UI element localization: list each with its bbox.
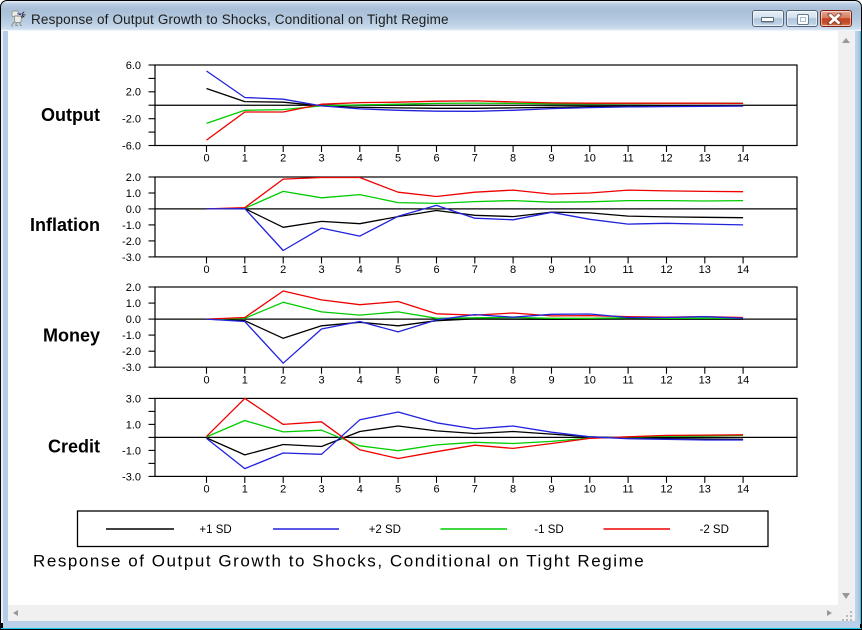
- svg-text:1: 1: [242, 374, 248, 386]
- svg-text:11: 11: [622, 374, 633, 386]
- svg-text:3.0: 3.0: [126, 393, 141, 405]
- svg-text:2.0: 2.0: [126, 282, 141, 294]
- svg-text:8: 8: [510, 264, 516, 276]
- svg-text:5: 5: [395, 484, 401, 496]
- svg-text:11: 11: [622, 264, 633, 276]
- svg-text:+2 SD: +2 SD: [369, 524, 401, 536]
- svg-text:2.0: 2.0: [126, 172, 141, 184]
- svg-text:-2 SD: -2 SD: [700, 524, 729, 536]
- svg-text:9: 9: [548, 374, 554, 386]
- svg-text:8: 8: [510, 484, 516, 496]
- svg-text:3: 3: [318, 484, 324, 496]
- svg-text:4: 4: [357, 374, 363, 386]
- svg-text:8: 8: [510, 374, 516, 386]
- svg-text:11: 11: [622, 484, 633, 496]
- svg-text:3: 3: [318, 153, 324, 165]
- svg-text:0: 0: [203, 153, 209, 165]
- svg-text:7: 7: [472, 484, 478, 496]
- svg-text:10: 10: [584, 264, 596, 276]
- svg-text:-1.0: -1.0: [122, 220, 141, 232]
- svg-text:13: 13: [699, 374, 711, 386]
- svg-text:9: 9: [548, 153, 554, 165]
- svg-text:1: 1: [242, 484, 248, 496]
- svg-text:13: 13: [699, 153, 711, 165]
- svg-text:2: 2: [280, 374, 286, 386]
- svg-text:8: 8: [510, 153, 516, 165]
- svg-text:+1 SD: +1 SD: [199, 524, 231, 536]
- svg-text:3: 3: [318, 374, 324, 386]
- svg-text:6: 6: [433, 153, 439, 165]
- svg-text:Output: Output: [41, 105, 100, 125]
- svg-text:7: 7: [472, 264, 478, 276]
- svg-text:6: 6: [433, 264, 439, 276]
- svg-text:-3.0: -3.0: [122, 471, 141, 483]
- svg-text:Money: Money: [43, 326, 100, 346]
- svg-text:0.0: 0.0: [126, 204, 141, 216]
- svg-text:2: 2: [280, 153, 286, 165]
- svg-text:14: 14: [737, 264, 749, 276]
- svg-text:14: 14: [737, 374, 749, 386]
- svg-text:13: 13: [699, 484, 711, 496]
- svg-text:-2.0: -2.0: [122, 114, 141, 126]
- svg-text:-1.0: -1.0: [122, 330, 141, 342]
- svg-text:0: 0: [203, 374, 209, 386]
- svg-text:6: 6: [433, 484, 439, 496]
- svg-text:12: 12: [660, 264, 672, 276]
- svg-text:1.0: 1.0: [126, 298, 141, 310]
- svg-text:0: 0: [203, 264, 209, 276]
- svg-text:10: 10: [584, 374, 596, 386]
- svg-text:12: 12: [660, 153, 672, 165]
- svg-text:6: 6: [433, 374, 439, 386]
- svg-text:-3.0: -3.0: [122, 252, 141, 264]
- svg-text:12: 12: [660, 374, 672, 386]
- svg-text:-2.0: -2.0: [122, 236, 141, 248]
- svg-text:6.0: 6.0: [126, 60, 141, 72]
- svg-text:2: 2: [280, 264, 286, 276]
- svg-text:9: 9: [548, 264, 554, 276]
- svg-text:-3.0: -3.0: [122, 362, 141, 374]
- svg-text:1.0: 1.0: [126, 188, 141, 200]
- svg-text:14: 14: [737, 153, 749, 165]
- svg-text:Credit: Credit: [48, 437, 100, 457]
- svg-text:4: 4: [357, 484, 363, 496]
- svg-text:1: 1: [242, 264, 248, 276]
- svg-text:1: 1: [242, 153, 248, 165]
- svg-text:13: 13: [699, 264, 711, 276]
- svg-text:5: 5: [395, 374, 401, 386]
- svg-text:-1 SD: -1 SD: [534, 524, 563, 536]
- svg-text:4: 4: [357, 153, 363, 165]
- svg-text:2: 2: [280, 484, 286, 496]
- svg-text:14: 14: [737, 484, 749, 496]
- svg-text:0: 0: [203, 484, 209, 496]
- svg-text:Response of Output Growth to S: Response of Output Growth to Shocks, Con…: [33, 552, 645, 571]
- svg-text:-1.0: -1.0: [122, 445, 141, 457]
- svg-text:-6.0: -6.0: [122, 140, 141, 152]
- svg-text:10: 10: [584, 153, 596, 165]
- svg-text:0.0: 0.0: [126, 314, 141, 326]
- svg-text:10: 10: [584, 484, 596, 496]
- svg-text:1.0: 1.0: [126, 419, 141, 431]
- svg-text:12: 12: [660, 484, 672, 496]
- svg-text:9: 9: [548, 484, 554, 496]
- svg-text:3: 3: [318, 264, 324, 276]
- svg-text:-2.0: -2.0: [122, 346, 141, 358]
- svg-text:2.0: 2.0: [126, 87, 141, 99]
- svg-text:5: 5: [395, 153, 401, 165]
- svg-text:4: 4: [357, 264, 363, 276]
- svg-text:7: 7: [472, 153, 478, 165]
- svg-text:5: 5: [395, 264, 401, 276]
- svg-text:11: 11: [622, 153, 633, 165]
- svg-text:Inflation: Inflation: [30, 215, 100, 235]
- svg-text:7: 7: [472, 374, 478, 386]
